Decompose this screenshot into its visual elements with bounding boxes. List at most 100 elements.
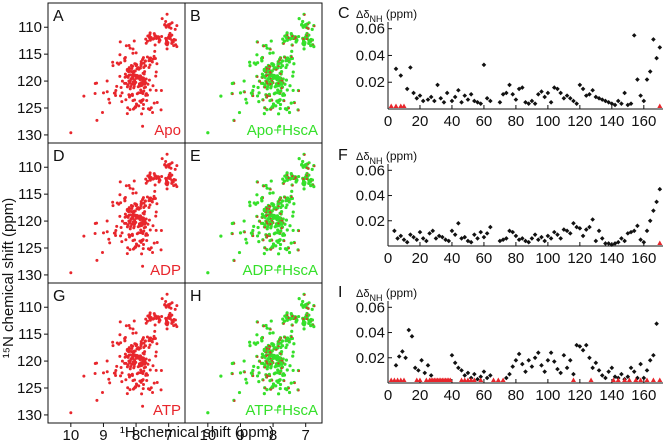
peak-red (163, 23, 167, 27)
peak-red-overlay (243, 91, 246, 94)
peak-green (276, 252, 281, 256)
data-point (488, 224, 493, 230)
peak-red (160, 35, 164, 39)
peak-red-overlay (283, 56, 287, 59)
peak-red (107, 377, 111, 381)
data-point (468, 239, 474, 245)
peak-green (290, 49, 294, 53)
peak-red-overlay (305, 174, 308, 177)
peak-red (143, 339, 147, 343)
peak-red-overlay (275, 68, 278, 71)
data-point (425, 97, 431, 102)
peak-red (141, 57, 145, 61)
peak-red (139, 81, 143, 85)
data-point (564, 93, 570, 98)
data-point (539, 234, 544, 240)
peak-green (254, 62, 258, 66)
peak-red (118, 74, 122, 78)
peak-red (137, 67, 141, 71)
peak-red (135, 92, 139, 96)
peak-green (244, 237, 248, 241)
peak-red (163, 303, 167, 307)
peak-red-overlay (291, 44, 294, 47)
data-point (449, 352, 455, 358)
data-point (406, 327, 412, 333)
data-point (612, 102, 618, 108)
data-point (488, 98, 493, 104)
peak-green (280, 344, 285, 348)
peak-red (141, 221, 145, 225)
peak-red (133, 353, 137, 357)
csp-panel-c: C ΔδNH (ppm) 0.02 0.04 0.06 0 20 40 60 80 100 120 14… (338, 5, 663, 130)
peak-green (273, 225, 277, 229)
peak-green (257, 240, 261, 244)
peak-red (141, 378, 145, 382)
peak-red (115, 364, 119, 368)
data-point (539, 89, 544, 94)
peak-red (149, 106, 153, 110)
peak-red (101, 91, 105, 95)
data-point (513, 357, 519, 363)
peak-green (255, 333, 259, 337)
data-point (513, 97, 519, 102)
baseline-red-marker (401, 103, 407, 108)
peak-red-overlay (269, 328, 272, 331)
data-point (478, 229, 484, 235)
data-point (456, 365, 461, 371)
peak-green (278, 238, 282, 242)
data-point (500, 91, 506, 97)
data-point (638, 361, 643, 367)
peak-red (127, 79, 131, 83)
data-point (468, 91, 474, 97)
peak-green (248, 204, 252, 208)
peak-green (276, 100, 280, 105)
data-point (619, 371, 624, 377)
data-point (513, 233, 519, 239)
data-point (409, 334, 415, 339)
peak-red (128, 326, 132, 330)
data-point (478, 374, 484, 379)
peak-green (268, 51, 272, 55)
peak-red (111, 344, 115, 348)
baseline-red-marker (395, 377, 401, 382)
peak-red (134, 331, 138, 335)
peak-green (260, 212, 265, 216)
peak-red-overlay (263, 366, 267, 369)
peak-green (285, 56, 290, 60)
peak-red (128, 186, 132, 190)
peak-green (255, 193, 259, 197)
peak-red (140, 392, 144, 396)
peak-green (248, 200, 252, 204)
peak-red (114, 368, 118, 372)
baseline-red-marker (644, 377, 650, 382)
csp-panel-i: I ΔδNH (ppm) 0.02 0.04 0.06 0 20 40 60 80 100 120 14… (338, 284, 663, 404)
x-axis-title: ¹H chemical shift (ppm) (120, 424, 274, 440)
peak-red (145, 55, 149, 59)
data-point (647, 69, 653, 74)
peak-green (257, 231, 261, 235)
peak-red (152, 54, 156, 58)
data-point (555, 366, 560, 372)
peak-red (164, 159, 168, 163)
peak-red (147, 66, 151, 70)
baseline-red-marker (388, 377, 394, 382)
peak-green (285, 63, 289, 67)
peak-red-overlay (305, 166, 308, 169)
peak-green (257, 371, 261, 375)
peak-green (249, 91, 254, 95)
data-point (548, 100, 554, 105)
peak-red (175, 164, 179, 168)
peak-red (163, 163, 167, 167)
data-point (555, 86, 560, 92)
peak-green (297, 17, 301, 21)
panel-label: G (53, 288, 65, 305)
y-axis-label: ΔδNH (ppm) (356, 7, 417, 24)
peak-red (114, 374, 118, 378)
data-point (428, 94, 434, 100)
peak-green (256, 225, 260, 230)
peak-green (259, 361, 264, 365)
x-tick-label: 140 (599, 250, 624, 267)
peak-red (137, 347, 141, 351)
x-tick-label: 40 (444, 113, 461, 130)
baseline-red-marker (491, 377, 497, 382)
